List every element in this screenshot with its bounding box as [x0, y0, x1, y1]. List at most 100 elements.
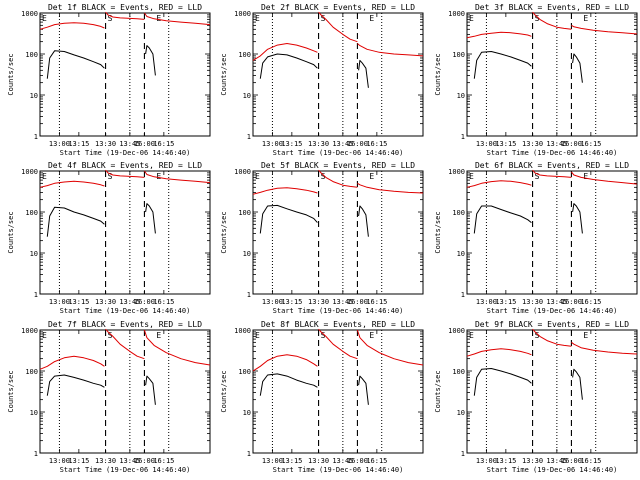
lld-series-line: [466, 180, 532, 188]
end-marker-label: E: [42, 331, 47, 340]
end-marker-label: E: [255, 172, 260, 181]
lld-series-line: [105, 328, 145, 360]
x-tick-label: 16:15: [366, 140, 387, 148]
lld-series-line: [252, 354, 318, 372]
y-tick-label: 1: [247, 450, 251, 458]
lld-series-line: [318, 11, 358, 43]
end-marker-label: E: [369, 331, 374, 340]
lld-series-line: [357, 182, 424, 194]
x-tick-label: 13:00: [476, 298, 497, 306]
end-marker-label: E: [42, 14, 47, 23]
y-axis-label: Counts/sec: [220, 53, 228, 95]
end-marker-label: E: [583, 14, 588, 23]
x-tick-label: 13:00: [476, 140, 497, 148]
lld-series-line: [357, 43, 424, 57]
start-marker-label: S: [535, 331, 540, 340]
x-tick-label: 13:15: [68, 298, 89, 306]
end-marker-label: E: [469, 14, 474, 23]
x-tick-label: 13:00: [262, 457, 283, 465]
y-tick-label: 10: [30, 250, 38, 258]
y-tick-label: 1: [34, 291, 38, 299]
lld-series-line: [466, 348, 532, 357]
panel-det-2: Det 2f BLACK = Events, RED = LLD 1 10 100 10…: [220, 3, 424, 157]
x-tick-label: 16:15: [580, 457, 601, 465]
x-axis-label: Start Time (19-Dec-06 14:46:40): [487, 149, 618, 157]
x-axis-label: Start Time (19-Dec-06 14:46:40): [273, 466, 404, 474]
panel-title: Det 5f BLACK = Events, RED = LLD: [261, 161, 415, 170]
x-tick-label: 16:00: [561, 457, 582, 465]
x-tick-label: 13:00: [49, 457, 70, 465]
x-tick-label: 13:00: [49, 298, 70, 306]
events-series-line: [46, 206, 105, 237]
x-tick-label: 13:45: [332, 298, 353, 306]
y-tick-label: 1: [247, 133, 251, 141]
plot-frame: [39, 12, 211, 137]
panel-det-6: Det 6f BLACK = Events, RED = LLD 1 10 100 10…: [434, 161, 638, 315]
end-marker-label: E: [583, 331, 588, 340]
plot-frame: [466, 170, 638, 295]
events-series-line: [145, 203, 156, 234]
x-tick-label: 13:15: [68, 457, 89, 465]
x-tick-label: 13:30: [95, 140, 116, 148]
y-tick-label: 1: [461, 133, 465, 141]
plot-frame: [252, 12, 424, 137]
end-marker-label: E: [42, 172, 47, 181]
x-tick-label: 13:45: [546, 140, 567, 148]
end-marker-label: E: [583, 172, 588, 181]
x-axis-label: Start Time (19-Dec-06 14:46:40): [60, 466, 191, 474]
x-tick-label: 16:15: [580, 140, 601, 148]
start-marker-label: S: [108, 331, 113, 340]
events-series-line: [259, 373, 318, 396]
end-marker-label: E: [469, 172, 474, 181]
y-tick-label: 1000: [21, 168, 38, 176]
events-series-line: [259, 204, 318, 234]
plot-frame: [466, 12, 638, 137]
x-tick-label: 16:00: [134, 298, 155, 306]
events-series-line: [572, 368, 583, 400]
x-tick-label: 16:00: [347, 457, 368, 465]
start-marker-label: S: [535, 172, 540, 181]
events-series-line: [46, 374, 105, 396]
lld-series-line: [143, 329, 211, 366]
y-axis-label: Counts/sec: [7, 53, 15, 95]
y-tick-label: 10: [243, 409, 251, 417]
y-tick-label: 100: [452, 209, 465, 217]
x-tick-label: 13:30: [308, 457, 329, 465]
y-tick-label: 10: [30, 409, 38, 417]
x-tick-label: 16:15: [366, 298, 387, 306]
panel-title: Det 3f BLACK = Events, RED = LLD: [475, 3, 629, 12]
events-series-line: [259, 53, 318, 79]
y-tick-label: 1: [461, 450, 465, 458]
y-tick-label: 1000: [21, 10, 38, 18]
y-tick-label: 10: [457, 250, 465, 258]
y-tick-label: 100: [238, 209, 251, 217]
x-tick-label: 13:00: [262, 140, 283, 148]
lld-series-line: [532, 328, 572, 347]
end-marker-label: E: [156, 14, 161, 23]
x-axis-label: Start Time (19-Dec-06 14:46:40): [487, 307, 618, 315]
y-tick-label: 1000: [234, 10, 251, 18]
y-tick-label: 10: [457, 409, 465, 417]
plot-frame: [39, 170, 211, 295]
x-tick-label: 13:30: [308, 140, 329, 148]
panel-det-3: Det 3f BLACK = Events, RED = LLD 1 10 100 10…: [434, 3, 638, 157]
lld-series-line: [571, 171, 638, 185]
plot-frame: [252, 170, 424, 295]
y-axis-label: Counts/sec: [434, 211, 442, 253]
x-tick-label: 13:45: [332, 457, 353, 465]
y-axis-label: Counts/sec: [220, 370, 228, 412]
events-series-line: [473, 51, 532, 79]
lld-series-line: [571, 341, 638, 355]
panel-det-4: Det 4f BLACK = Events, RED = LLD 1 10 100 10…: [7, 161, 211, 315]
lld-series-line: [356, 329, 424, 366]
events-series-line: [572, 203, 583, 234]
panel-title: Det 6f BLACK = Events, RED = LLD: [475, 161, 629, 170]
events-series-line: [358, 205, 369, 237]
lld-series-line: [318, 328, 358, 360]
plot-frame: [39, 329, 211, 454]
x-tick-label: 13:30: [95, 457, 116, 465]
y-tick-label: 100: [238, 368, 251, 376]
x-tick-label: 16:00: [134, 457, 155, 465]
